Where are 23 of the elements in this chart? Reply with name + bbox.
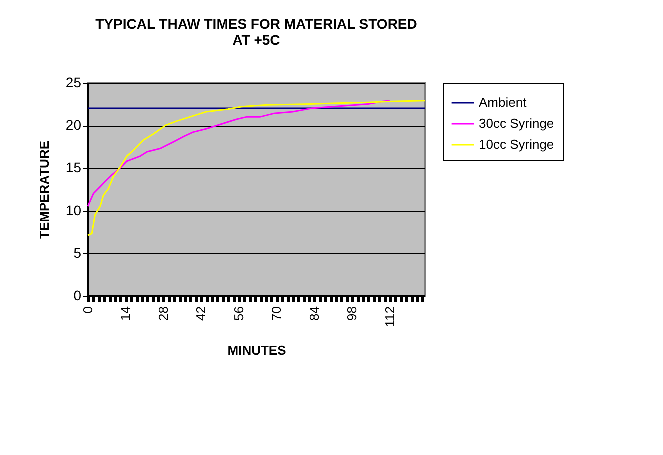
- y-tick-label: 5: [74, 244, 82, 261]
- x-tick-label: 56: [231, 306, 246, 321]
- x-tick-label: 0: [80, 306, 96, 314]
- chart-title: TYPICAL THAW TIMES FOR MATERIAL STORED AT +5C: [96, 16, 418, 48]
- y-tick-label: 25: [66, 74, 82, 90]
- x-tick-label: 98: [344, 306, 360, 321]
- y-tick-label: 0: [74, 288, 82, 304]
- legend-label: 30cc Syringe: [479, 116, 554, 131]
- y-axis-title: TEMPERATURE: [36, 140, 52, 239]
- x-tick-label: 28: [156, 306, 171, 321]
- y-tick-label: 15: [66, 160, 82, 176]
- line-series: [87, 100, 426, 236]
- x-tick-label: 42: [194, 306, 209, 321]
- x-tick-label: 84: [306, 306, 322, 321]
- y-tick-label: 20: [66, 117, 82, 134]
- legend-label: Ambient: [479, 95, 528, 110]
- x-tick-label: 112: [382, 306, 398, 328]
- x-tick-label: 70: [269, 306, 284, 321]
- legend-label: 10cc Syringe: [479, 137, 554, 152]
- x-axis-title: MINUTES: [228, 343, 287, 358]
- line-series: [87, 100, 391, 208]
- x-tick-label: 14: [118, 306, 134, 321]
- y-tick-label: 10: [66, 202, 82, 218]
